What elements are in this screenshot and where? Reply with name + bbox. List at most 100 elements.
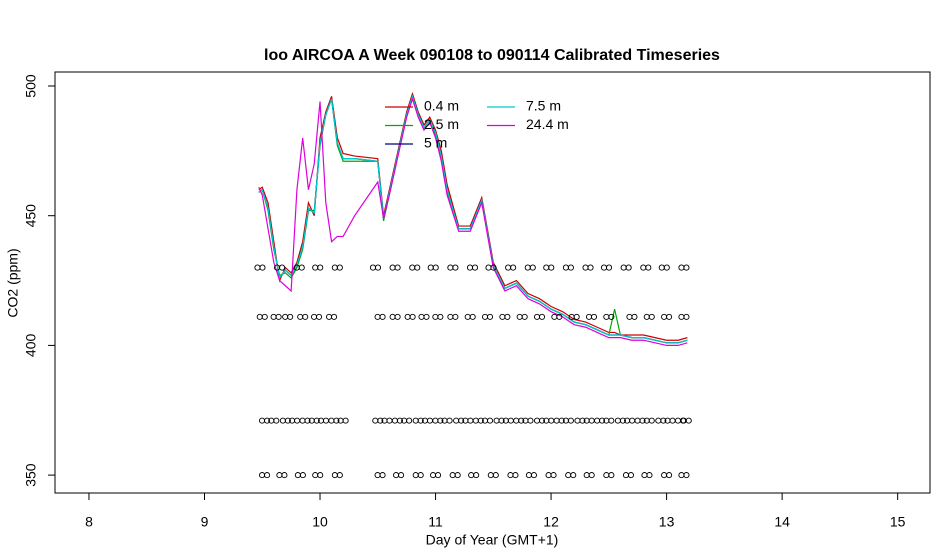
- flag-marker-circle: [683, 313, 690, 320]
- flag-marker: [427, 264, 439, 271]
- flag-marker-circle: [423, 313, 430, 320]
- flag-marker-circle: [558, 417, 565, 424]
- flag-marker: [680, 417, 692, 424]
- flag-marker-circle: [663, 264, 670, 271]
- flag-marker-circle: [490, 264, 497, 271]
- flag-marker-circle: [336, 264, 343, 271]
- flag-marker: [516, 313, 528, 320]
- flag-marker: [603, 313, 615, 320]
- flag-marker: [485, 264, 497, 271]
- flag-marker-circle: [454, 472, 461, 479]
- flag-marker-circle: [259, 264, 266, 271]
- flag-marker-circle: [573, 313, 580, 320]
- flag-marker: [369, 264, 382, 271]
- flag-marker-circle: [284, 417, 291, 424]
- flag-marker: [583, 472, 595, 479]
- flag-marker: [641, 472, 653, 479]
- flag-marker-circle: [316, 313, 323, 320]
- flag-marker: [603, 417, 615, 424]
- flag-marker-circle: [414, 264, 421, 271]
- flag-marker-circle: [273, 417, 280, 424]
- flag-marker: [401, 417, 413, 424]
- flag-marker-circle: [304, 417, 311, 424]
- flag-marker-circle: [645, 264, 652, 271]
- flag-marker: [600, 264, 613, 271]
- flag-marker-circle: [527, 417, 534, 424]
- flag-marker-circle: [452, 313, 459, 320]
- flag-marker-circle: [683, 264, 690, 271]
- flag-marker: [522, 417, 534, 424]
- x-tick-label: 8: [85, 514, 93, 530]
- flag-marker: [533, 313, 546, 320]
- flag-marker-circle: [264, 417, 271, 424]
- flag-marker: [311, 313, 323, 320]
- flag-marker-circle: [512, 472, 519, 479]
- flag-marker: [620, 264, 632, 271]
- flag-marker: [372, 417, 384, 424]
- flag-marker-circle: [279, 264, 286, 271]
- flag-marker-circle: [529, 264, 536, 271]
- x-tick-label: 9: [201, 514, 209, 530]
- flag-marker-circle: [639, 417, 646, 424]
- flag-marker: [268, 417, 280, 424]
- flag-marker: [643, 417, 655, 424]
- flag-marker-circle: [331, 313, 338, 320]
- flag-marker-circle: [333, 417, 340, 424]
- flag-marker: [468, 472, 480, 479]
- flag-marker: [404, 313, 416, 320]
- flag-marker-circle: [631, 313, 638, 320]
- flag-marker-circle: [336, 472, 343, 479]
- flag-marker: [441, 417, 453, 424]
- flag-marker-circle: [608, 472, 615, 479]
- flag-marker-circle: [417, 417, 424, 424]
- flag-marker: [614, 417, 626, 424]
- flag-marker-circle: [627, 472, 635, 479]
- x-axis-label: Day of Year (GMT+1): [426, 532, 559, 548]
- flag-marker-circle: [510, 264, 517, 271]
- flag-marker-circle: [538, 417, 546, 424]
- x-tick-label: 12: [543, 514, 559, 530]
- flag-marker: [326, 313, 338, 320]
- flag-marker-circle: [302, 313, 309, 320]
- flag-marker-circle: [556, 313, 563, 320]
- flag-marker-circle: [518, 417, 525, 424]
- flag-marker-circle: [486, 417, 494, 424]
- flag-marker-circle: [608, 313, 615, 320]
- flag-marker: [568, 313, 580, 320]
- flag-marker-circle: [432, 264, 439, 271]
- flag-marker-circle: [398, 472, 405, 479]
- flag-marker: [524, 264, 536, 271]
- legend-label: 0.4 m: [424, 98, 459, 114]
- x-tick-label: 14: [774, 514, 790, 530]
- flag-marker: [585, 313, 598, 320]
- flag-marker-circle: [287, 313, 294, 320]
- flag-marker: [449, 472, 461, 479]
- flag-marker-circle: [377, 417, 384, 424]
- flag-marker-circle: [646, 472, 653, 479]
- flag-marker: [678, 472, 690, 479]
- flag-marker: [393, 472, 405, 479]
- flag-marker: [312, 264, 324, 271]
- flag-marker: [389, 313, 401, 320]
- flag-marker: [391, 417, 403, 424]
- flag-marker-circle: [317, 264, 324, 271]
- flag-marker: [594, 417, 606, 424]
- flag-marker: [331, 264, 343, 271]
- flag-marker-circle: [299, 472, 306, 479]
- flag-marker-circle: [648, 313, 655, 320]
- flag-marker-circle: [608, 417, 615, 424]
- legend-label: 2.5 m: [424, 116, 459, 132]
- flag-marker-circle: [648, 417, 655, 424]
- y-tick-label: 450: [23, 204, 39, 228]
- flag-marker-circle: [567, 417, 574, 424]
- x-tick-label: 13: [659, 514, 675, 530]
- flag-marker-circle: [379, 472, 386, 479]
- flag-marker: [551, 313, 563, 320]
- flag-marker: [658, 264, 670, 271]
- flag-marker: [513, 417, 525, 424]
- flag-marker: [254, 264, 266, 271]
- flag-marker: [640, 264, 652, 271]
- flag-marker: [472, 417, 484, 424]
- flag-marker-circle: [605, 264, 613, 271]
